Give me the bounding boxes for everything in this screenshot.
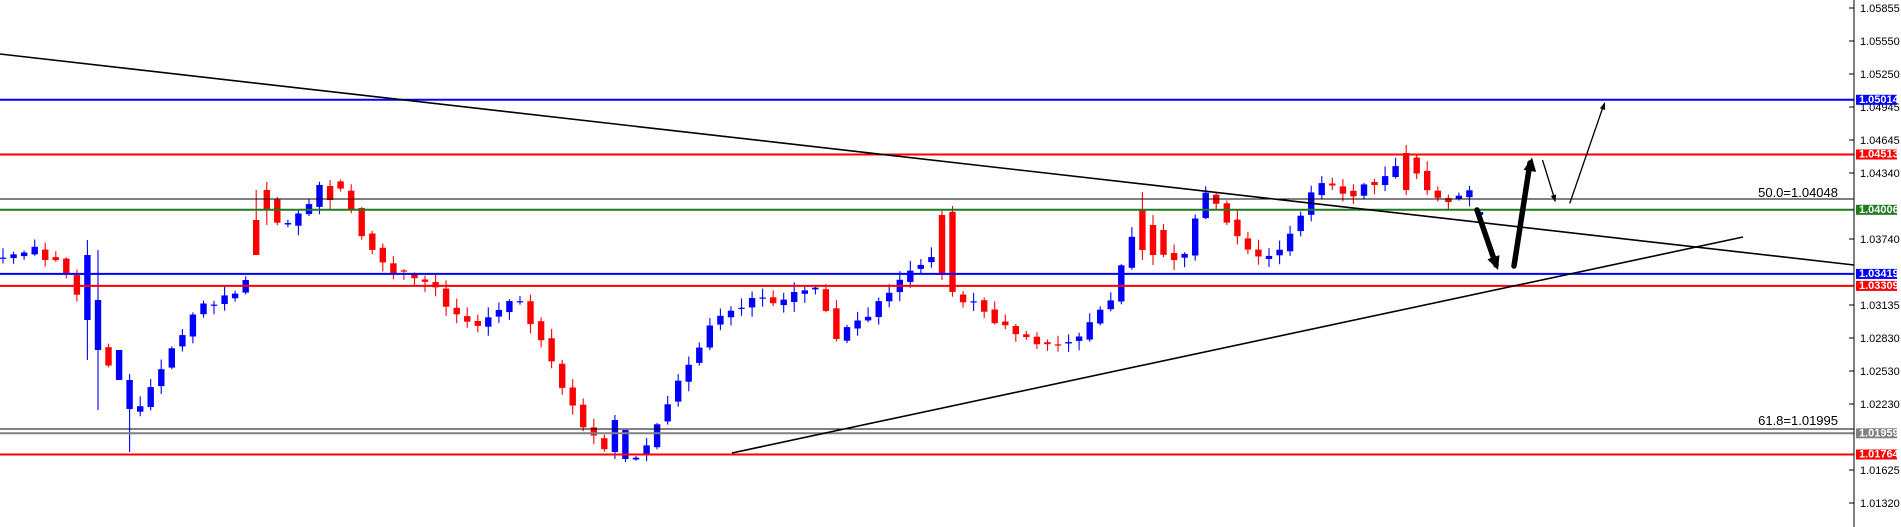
svg-text:1.03135: 1.03135 xyxy=(1860,300,1900,312)
svg-text:1.01625: 1.01625 xyxy=(1860,465,1900,477)
svg-text:1.05550: 1.05550 xyxy=(1860,36,1900,48)
svg-text:1.05855: 1.05855 xyxy=(1860,3,1900,15)
svg-text:1.01959: 1.01959 xyxy=(1859,428,1899,440)
svg-text:1.04645: 1.04645 xyxy=(1860,135,1900,147)
svg-text:1.04513: 1.04513 xyxy=(1859,149,1899,161)
svg-text:1.02830: 1.02830 xyxy=(1860,333,1900,345)
svg-text:1.04340: 1.04340 xyxy=(1860,168,1900,180)
svg-text:1.03740: 1.03740 xyxy=(1860,234,1900,246)
svg-text:1.03309: 1.03309 xyxy=(1859,280,1899,292)
svg-text:1.05014: 1.05014 xyxy=(1859,94,1900,106)
svg-text:50.0=1.04048: 50.0=1.04048 xyxy=(1758,185,1838,200)
svg-text:1.03419: 1.03419 xyxy=(1859,268,1899,280)
svg-text:1.02530: 1.02530 xyxy=(1860,366,1900,378)
svg-text:1.04006: 1.04006 xyxy=(1859,204,1899,216)
svg-text:1.01764: 1.01764 xyxy=(1859,449,1900,461)
svg-text:1.05250: 1.05250 xyxy=(1860,69,1900,81)
svg-text:61.8=1.01995: 61.8=1.01995 xyxy=(1758,413,1838,428)
svg-text:1.02230: 1.02230 xyxy=(1860,399,1900,411)
svg-text:1.01320: 1.01320 xyxy=(1860,498,1900,510)
